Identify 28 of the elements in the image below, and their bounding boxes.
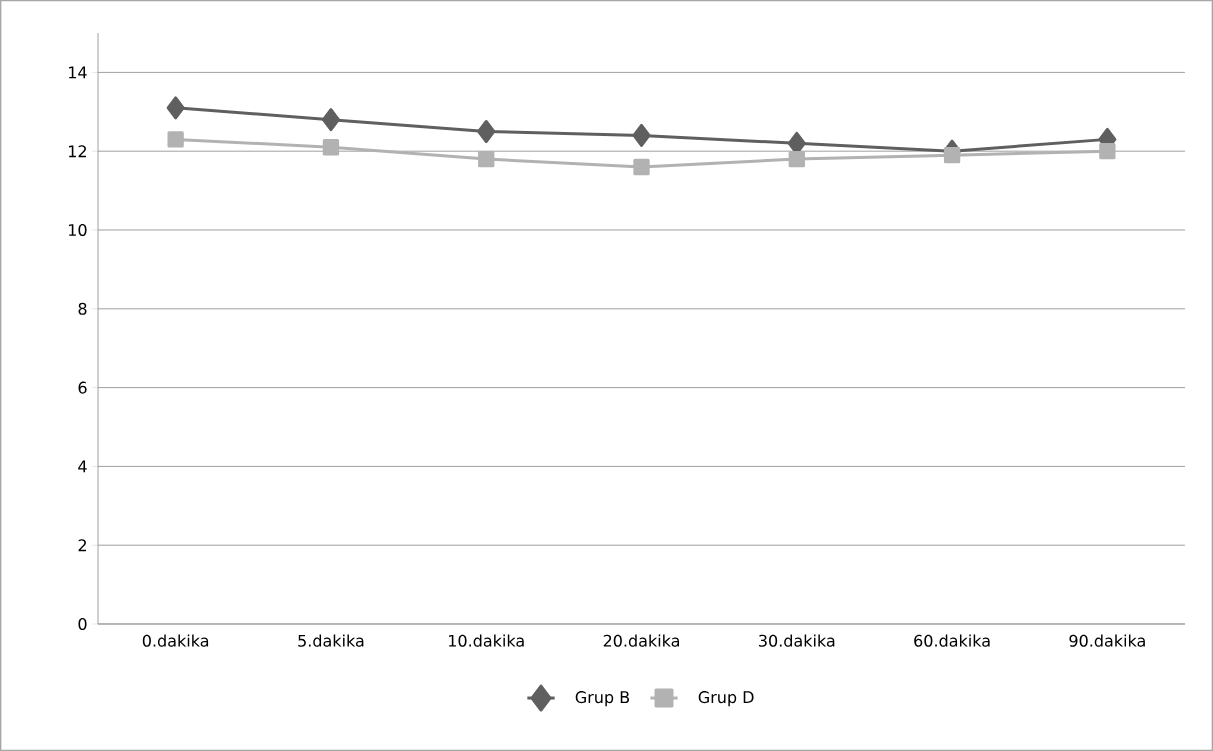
legend-label: Grup D (698, 691, 754, 707)
y-tick-label: 10 (69, 223, 87, 237)
x-tick-label: 20.dakika (603, 634, 680, 647)
x-tick-label: 5.dakika (298, 634, 364, 647)
y-tick-label: 14 (69, 66, 87, 79)
point (1099, 143, 1116, 160)
x-tick-label: 90.dakika (1069, 634, 1145, 647)
point (788, 150, 805, 168)
y-tick-label: 8 (78, 302, 87, 315)
point (477, 120, 496, 143)
x-tick-label: 30.dakika (759, 634, 835, 647)
y-tick-label: 12 (69, 145, 86, 158)
y-tick-label: 0 (78, 617, 87, 631)
point (322, 139, 340, 156)
x-tick-label: 10.dakika (449, 634, 524, 647)
y-tick-label: 2 (78, 539, 86, 552)
y-tick-label: 6 (78, 381, 87, 394)
point (166, 96, 185, 120)
legend-label: Grup B (575, 691, 630, 707)
point (321, 108, 340, 132)
point (167, 131, 184, 148)
x-tick-label: 60.dakika (914, 634, 990, 647)
y-tick-label: 4 (78, 460, 87, 473)
point (632, 123, 651, 147)
point (943, 146, 961, 164)
point (478, 150, 495, 168)
x-tick-label: 0.dakika (142, 634, 209, 647)
point (633, 158, 650, 176)
